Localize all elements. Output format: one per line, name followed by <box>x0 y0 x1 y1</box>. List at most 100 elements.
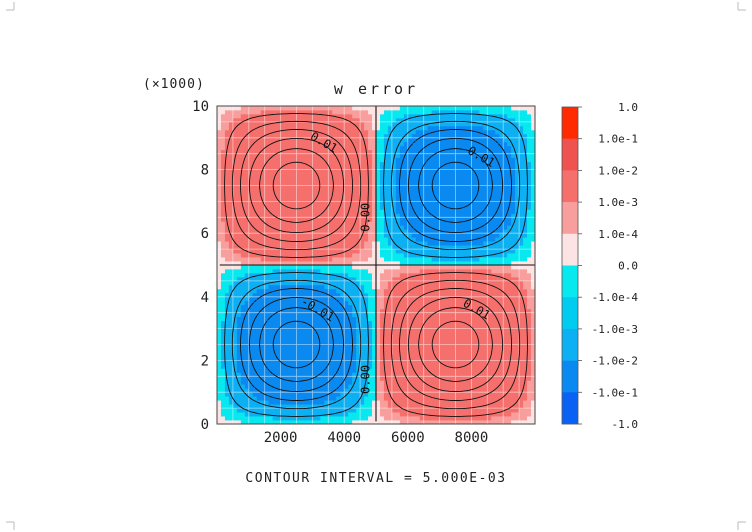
field-cell <box>272 268 278 274</box>
field-cell <box>252 229 258 234</box>
field-cell <box>379 161 385 167</box>
field-cell <box>451 304 456 310</box>
field-cell <box>272 356 278 361</box>
field-cell <box>403 400 409 405</box>
field-cell <box>344 169 349 174</box>
field-cell <box>300 209 305 214</box>
field-cell <box>364 193 369 198</box>
field-cell <box>340 272 345 278</box>
field-cell <box>328 280 333 286</box>
field-cell <box>431 106 437 111</box>
field-cell <box>328 416 333 421</box>
field-cell <box>224 181 230 186</box>
field-cell <box>304 106 309 111</box>
field-cell <box>324 237 329 242</box>
field-cell <box>360 237 365 242</box>
field-cell <box>439 344 444 349</box>
field-cell <box>244 296 250 302</box>
field-cell <box>376 221 381 226</box>
field-cell <box>439 225 444 230</box>
field-cell <box>352 229 357 234</box>
field-cell <box>252 181 258 186</box>
field-cell <box>356 328 361 333</box>
field-cell <box>407 133 413 139</box>
field-cell <box>356 169 361 174</box>
field-cell <box>224 328 230 333</box>
field-cell <box>447 292 452 298</box>
field-cell <box>228 384 234 389</box>
field-cell <box>304 356 309 361</box>
field-cell <box>336 352 341 357</box>
field-cell <box>439 257 444 262</box>
field-cell <box>431 117 437 123</box>
field-cell <box>336 257 341 262</box>
field-cell <box>336 185 341 190</box>
field-cell <box>407 261 413 266</box>
field-cell <box>360 396 365 401</box>
field-cell <box>340 360 345 365</box>
field-cell <box>284 265 289 270</box>
field-cell <box>232 113 238 119</box>
field-cell <box>352 153 357 159</box>
field-cell <box>352 237 357 242</box>
field-cell <box>459 117 464 123</box>
field-cell <box>272 292 278 298</box>
field-cell <box>395 312 401 318</box>
field-cell <box>459 348 464 353</box>
field-cell <box>272 352 278 357</box>
field-cell <box>348 129 353 135</box>
field-cell <box>387 125 393 131</box>
field-cell <box>228 157 234 163</box>
field-cell <box>264 392 270 397</box>
field-cell <box>423 408 429 413</box>
field-cell <box>328 400 333 405</box>
field-cell <box>451 106 456 111</box>
field-cell <box>240 312 246 318</box>
field-cell <box>439 320 444 326</box>
field-cell <box>443 229 448 234</box>
field-cell <box>419 336 425 341</box>
field-cell <box>407 221 413 226</box>
field-cell <box>459 157 464 163</box>
field-cell <box>276 209 282 214</box>
field-cell <box>455 261 460 266</box>
field-cell <box>391 145 397 151</box>
field-cell <box>252 133 258 139</box>
field-cell <box>364 328 369 333</box>
field-cell <box>395 388 401 393</box>
field-cell <box>316 340 321 345</box>
field-cell <box>316 272 321 278</box>
field-cell <box>451 249 456 254</box>
field-cell <box>368 185 373 190</box>
field-cell <box>336 420 341 424</box>
field-cell <box>320 249 325 254</box>
field-cell <box>459 225 464 230</box>
field-cell <box>352 408 357 413</box>
field-cell <box>264 109 270 115</box>
field-cell <box>431 336 437 341</box>
field-cell <box>372 117 377 123</box>
field-cell <box>240 213 246 218</box>
field-cell <box>447 109 452 115</box>
field-cell <box>403 217 409 222</box>
field-cell <box>459 388 464 393</box>
field-cell <box>332 153 337 159</box>
field-cell <box>316 336 321 341</box>
field-cell <box>443 237 448 242</box>
field-cell <box>324 332 329 337</box>
field-cell <box>411 241 417 246</box>
field-cell <box>217 205 222 210</box>
field-cell <box>324 221 329 226</box>
field-cell <box>308 380 313 385</box>
field-cell <box>356 229 361 234</box>
field-cell <box>376 265 381 270</box>
field-cell <box>328 157 333 163</box>
field-cell <box>324 372 329 377</box>
field-cell <box>220 241 226 246</box>
field-cell <box>284 245 289 250</box>
field-cell <box>272 217 278 222</box>
field-cell <box>244 328 250 333</box>
field-cell <box>264 201 270 206</box>
field-cell <box>399 209 405 214</box>
field-cell <box>395 368 401 373</box>
